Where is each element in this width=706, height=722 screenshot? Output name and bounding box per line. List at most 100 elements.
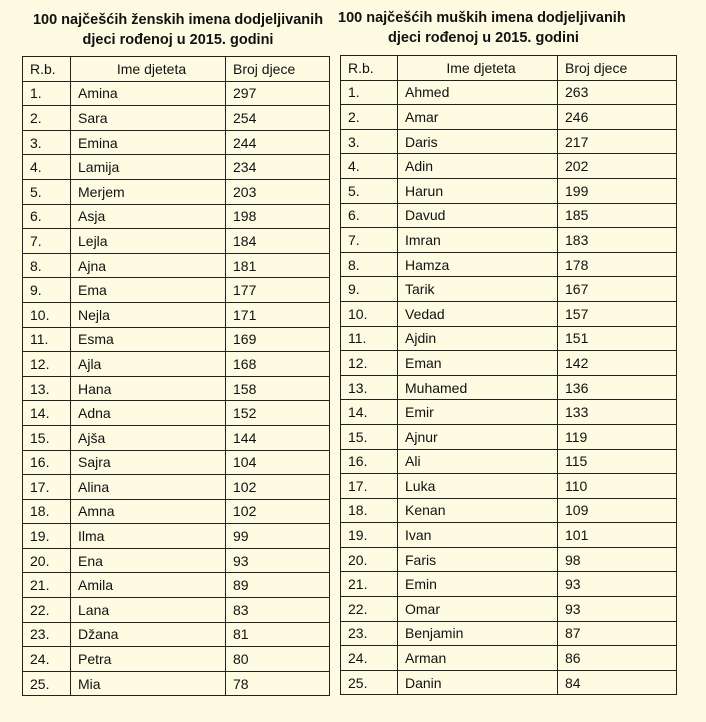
table-row: 22. Lana 83 <box>22 597 330 623</box>
table-row: 17. Luka 110 <box>340 473 677 499</box>
table-row: 12. Ajla 168 <box>22 351 330 377</box>
cell-rank: 5. <box>340 177 398 204</box>
cell-name: Ajdin <box>397 325 558 352</box>
cell-count: 142 <box>557 350 677 376</box>
cell-name: Hana <box>70 375 226 402</box>
cell-name: Merjem <box>70 178 226 205</box>
cell-name: Lejla <box>70 228 226 254</box>
cell-count: 115 <box>557 448 677 475</box>
table-row: 18. Kenan 109 <box>340 497 677 524</box>
cell-name: Ilma <box>70 523 226 549</box>
cell-count: 167 <box>557 276 677 302</box>
female-title-line2: djeci rođenoj u 2015. godini <box>82 32 274 48</box>
table-row: 14. Adna 152 <box>22 400 330 426</box>
cell-rank: 3. <box>340 128 398 155</box>
cell-name: Amina <box>70 80 226 107</box>
table-row: 14. Emir 133 <box>340 399 677 425</box>
cell-count: 110 <box>557 473 677 499</box>
cell-count: 80 <box>225 646 330 672</box>
cell-name: Lamija <box>70 154 226 180</box>
cell-rank: 22. <box>22 597 71 623</box>
cell-rank: 12. <box>340 350 398 376</box>
cell-rank: 16. <box>22 449 71 476</box>
cell-rank: 20. <box>22 547 71 574</box>
cell-rank: 17. <box>340 473 398 499</box>
cell-rank: 15. <box>22 424 71 451</box>
header-row: R.b. Ime djeteta Broj djece <box>22 56 330 82</box>
table-row: 6. Davud 185 <box>340 202 677 229</box>
cell-count: 87 <box>557 620 677 647</box>
cell-name: Danin <box>397 669 558 696</box>
cell-count: 151 <box>557 325 677 352</box>
cell-name: Amila <box>70 572 226 599</box>
cell-count: 102 <box>225 498 330 525</box>
cell-name: Ena <box>70 547 226 574</box>
cell-count: 78 <box>225 670 330 697</box>
cell-rank: 2. <box>340 104 398 130</box>
cell-rank: 21. <box>340 571 398 598</box>
cell-rank: 24. <box>22 646 71 672</box>
table-row: 1. Amina 297 <box>22 80 330 107</box>
cell-rank: 18. <box>22 498 71 525</box>
cell-rank: 12. <box>22 351 71 377</box>
cell-count: 84 <box>557 669 677 696</box>
cell-count: 93 <box>557 571 677 598</box>
cell-rank: 22. <box>340 596 398 622</box>
cell-rank: 19. <box>340 522 398 548</box>
cell-name: Imran <box>397 227 558 253</box>
cell-rank: 10. <box>22 301 71 328</box>
table-row: 24. Petra 80 <box>22 646 330 672</box>
cell-count: 181 <box>225 252 330 279</box>
cell-name: Kenan <box>397 497 558 524</box>
cell-name: Sajra <box>70 449 226 476</box>
table-row: 19. Ivan 101 <box>340 522 677 548</box>
cell-count: 101 <box>557 522 677 548</box>
cell-rank: 23. <box>340 620 398 647</box>
cell-name: Muhamed <box>397 374 558 401</box>
cell-count: 183 <box>557 227 677 253</box>
cell-name: Lana <box>70 597 226 623</box>
cell-count: 297 <box>225 80 330 107</box>
table-row: 10. Vedad 157 <box>340 300 677 327</box>
table-row: 9. Tarik 167 <box>340 276 677 302</box>
table-row: 16. Sajra 104 <box>22 449 330 476</box>
cell-name: Džana <box>70 621 226 648</box>
cell-count: 144 <box>225 424 330 451</box>
table-row: 24. Arman 86 <box>340 645 677 671</box>
cell-rank: 19. <box>22 523 71 549</box>
cell-name: Adin <box>397 153 558 179</box>
cell-rank: 6. <box>22 203 71 230</box>
col-rank: R.b. <box>22 56 71 82</box>
cell-rank: 13. <box>22 375 71 402</box>
cell-count: 93 <box>225 547 330 574</box>
cell-rank: 24. <box>340 645 398 671</box>
col-name: Ime djeteta <box>70 56 226 82</box>
cell-rank: 16. <box>340 448 398 475</box>
cell-count: 198 <box>225 203 330 230</box>
cell-name: Ajnur <box>397 423 558 450</box>
cell-rank: 18. <box>340 497 398 524</box>
table-row: 20. Ena 93 <box>22 547 330 574</box>
cell-name: Ajna <box>70 252 226 279</box>
male-table-title: 100 najčešćih muških imena dodjeljivanih… <box>338 8 638 48</box>
cell-rank: 14. <box>22 400 71 426</box>
cell-name: Luka <box>397 473 558 499</box>
table-row: 5. Harun 199 <box>340 177 677 204</box>
cell-name: Ali <box>397 448 558 475</box>
table-row: 18. Amna 102 <box>22 498 330 525</box>
col-count: Broj djece <box>225 56 330 82</box>
cell-count: 81 <box>225 621 330 648</box>
cell-count: 102 <box>225 474 330 500</box>
male-title-line2: djeci rođenoj u 2015. godini <box>388 30 579 46</box>
cell-count: 89 <box>225 572 330 599</box>
table-row: 19. Ilma 99 <box>22 523 330 549</box>
cell-rank: 7. <box>22 228 71 254</box>
table-row: 4. Lamija 234 <box>22 154 330 180</box>
table-row: 1. Ahmed 263 <box>340 79 677 106</box>
cell-count: 157 <box>557 300 677 327</box>
female-title-line1: 100 najčešćih ženskih imena dodjeljivani… <box>32 12 324 28</box>
table-row: 23. Džana 81 <box>22 621 330 648</box>
cell-count: 86 <box>557 645 677 671</box>
cell-count: 203 <box>225 178 330 205</box>
cell-count: 202 <box>557 153 677 179</box>
